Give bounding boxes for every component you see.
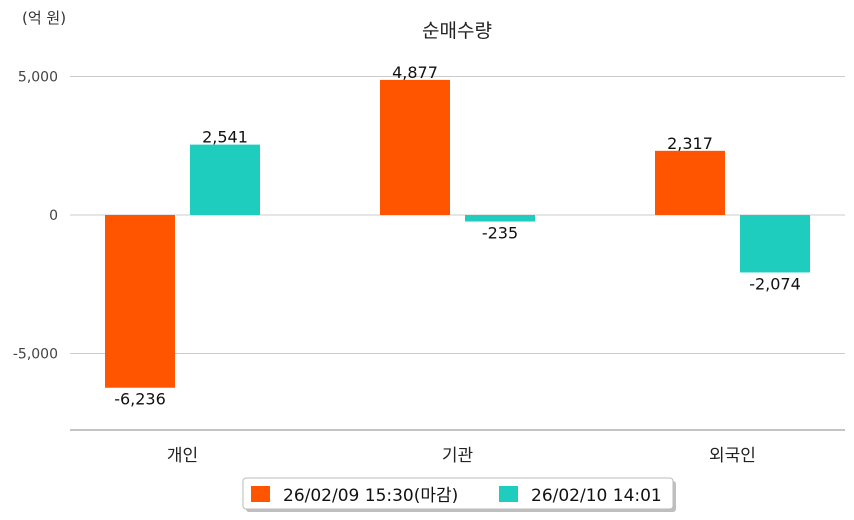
legend-label-series-2: 26/02/10 14:01 xyxy=(531,486,662,506)
y-tick-label: -5,000 xyxy=(13,347,58,363)
chart-title: 순매수량 xyxy=(422,20,492,42)
bar xyxy=(190,144,260,215)
x-tick-label: 외국인 xyxy=(709,446,756,466)
legend-frame xyxy=(242,477,674,510)
legend-label-series-1: 26/02/09 15:30(마감) xyxy=(283,486,458,506)
bar xyxy=(465,215,535,222)
legend-swatch-series-1 xyxy=(251,486,270,502)
gridlines: 5,000 0 -5,000 xyxy=(13,70,845,363)
data-label: -2,074 xyxy=(749,274,801,293)
bars: -6,236 2,541 4,877 -235 2,317 -2,074 xyxy=(105,63,810,409)
bar xyxy=(740,215,810,273)
data-label: -235 xyxy=(482,224,518,243)
legend-swatch-series-2 xyxy=(499,486,518,502)
bar xyxy=(105,215,175,388)
data-label: -6,236 xyxy=(114,390,166,409)
y-tick-label: 0 xyxy=(49,208,58,224)
x-tick-label: 개인 xyxy=(167,446,198,466)
bar xyxy=(655,150,725,215)
data-label: 4,877 xyxy=(392,63,438,82)
unit-label: (억 원) xyxy=(22,9,66,27)
x-tick-label: 기관 xyxy=(442,446,473,466)
data-label: 2,541 xyxy=(202,128,248,147)
bar xyxy=(380,79,450,215)
category-labels: 개인 기관 외국인 xyxy=(167,446,756,466)
legend: 26/02/09 15:30(마감) 26/02/10 14:01 xyxy=(242,477,676,512)
data-label: 2,317 xyxy=(667,134,713,153)
y-tick-label: 5,000 xyxy=(18,70,58,86)
